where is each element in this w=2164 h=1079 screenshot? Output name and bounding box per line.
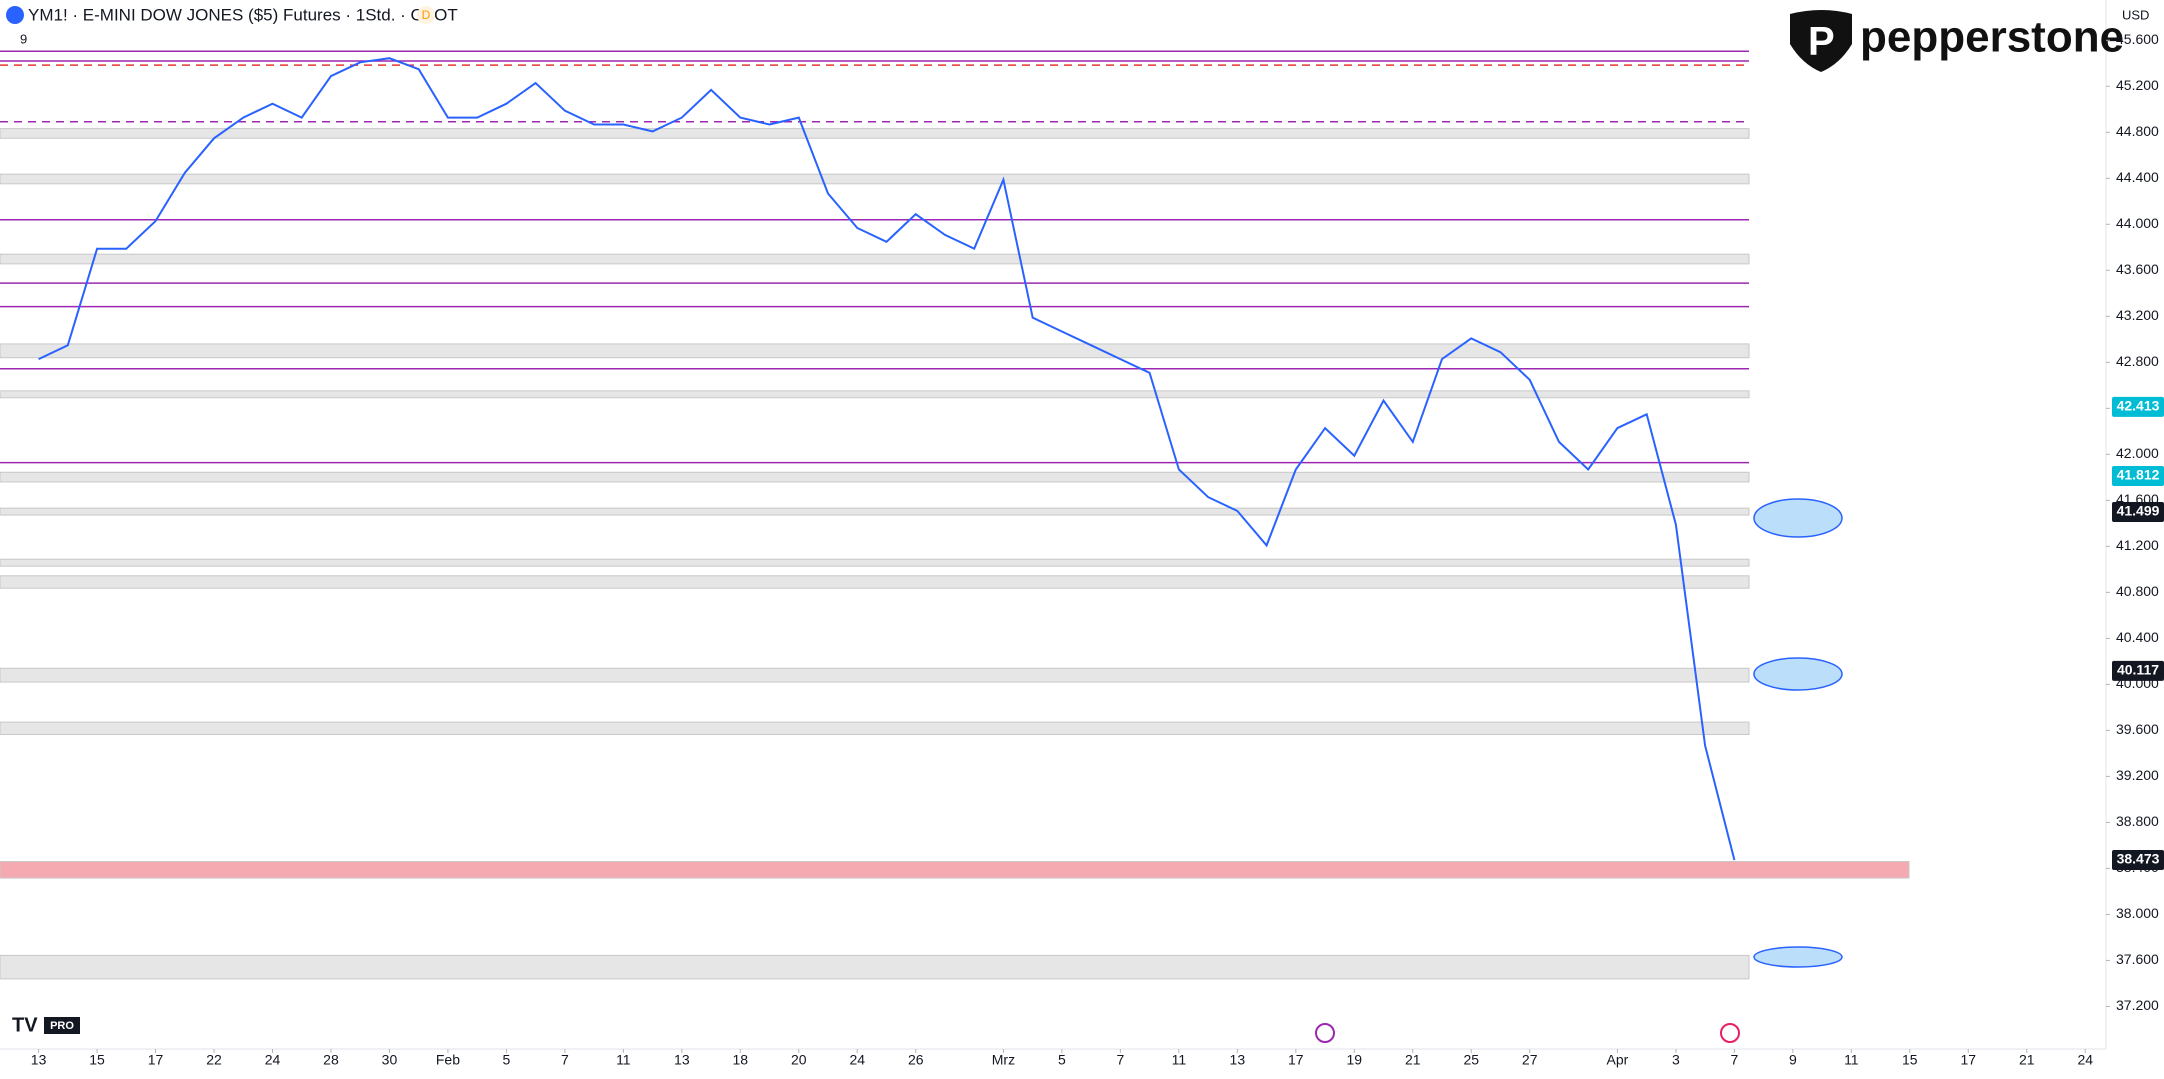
x-tick-label: 7 [1730, 1052, 1738, 1068]
y-tick-label: 43.600 [2116, 261, 2159, 277]
x-tick-label: 9 [1789, 1052, 1797, 1068]
x-tick-label: 21 [1405, 1052, 1421, 1068]
y-tick-label: 40.400 [2116, 629, 2159, 645]
x-tick-label: Mrz [992, 1052, 1015, 1068]
price-label-bg [2112, 396, 2164, 417]
zone [0, 667, 1750, 683]
target-ellipse [1753, 946, 1843, 968]
price-label-bg [2112, 465, 2164, 486]
price-label: 38.473 [2117, 851, 2160, 867]
target-ellipse [1753, 657, 1843, 691]
x-tick-label: 19 [1347, 1052, 1363, 1068]
brand: pepperstone [1860, 13, 2124, 62]
zone [0, 507, 1750, 516]
y-tick-label: 40.800 [2116, 583, 2159, 599]
y-tick-label: 37.200 [2116, 997, 2159, 1013]
zone [0, 128, 1750, 139]
y-tick-label: 43.200 [2116, 307, 2159, 323]
x-tick-label: 25 [1463, 1052, 1479, 1068]
x-tick-label: 21 [2019, 1052, 2035, 1068]
zone [0, 861, 1910, 879]
x-tick-label: 17 [1961, 1052, 1977, 1068]
x-tick-label: 27 [1522, 1052, 1538, 1068]
x-tick-label: 11 [616, 1052, 631, 1068]
x-tick-label: 22 [206, 1052, 222, 1068]
x-tick-label: Feb [436, 1052, 460, 1068]
symbol-icon [6, 6, 24, 24]
x-tick-label: 17 [1288, 1052, 1304, 1068]
x-tick-label: 24 [849, 1052, 865, 1068]
x-tick-label: 13 [31, 1052, 47, 1068]
price-label: 42.413 [2117, 398, 2160, 414]
y-tick-label: 44.400 [2116, 169, 2159, 185]
y-tick-label: 45.200 [2116, 77, 2159, 93]
pro-badge [44, 1017, 80, 1034]
x-tick-label: 11 [1172, 1052, 1187, 1068]
zone [0, 721, 1750, 736]
x-tick-label: Apr [1607, 1052, 1629, 1068]
plot [0, 50, 1910, 980]
y-tick-label: 39.200 [2116, 767, 2159, 783]
x-tick-label: 18 [733, 1052, 749, 1068]
x-tick-label: 13 [1230, 1052, 1246, 1068]
x-tick-label: 13 [674, 1052, 690, 1068]
price-label: 41.499 [2117, 503, 2160, 519]
event-icon[interactable] [1720, 1023, 1740, 1043]
target-ellipse [1753, 498, 1843, 538]
zone [0, 954, 1750, 980]
x-tick-label: 24 [265, 1052, 281, 1068]
y-tick-label: 38.800 [2116, 813, 2159, 829]
y-tick-label: 42.800 [2116, 353, 2159, 369]
zone [0, 173, 1750, 185]
y-tick-label: 41.200 [2116, 537, 2159, 553]
x-tick-label: 5 [1058, 1052, 1066, 1068]
x-tick-label: 17 [148, 1052, 164, 1068]
y-tick-label: 39.600 [2116, 721, 2159, 737]
x-tick-label: 26 [908, 1052, 924, 1068]
badge-bg [417, 6, 435, 24]
event-icon[interactable] [1315, 1023, 1335, 1043]
y-tick-label: 44.000 [2116, 215, 2159, 231]
price-label: 40.117 [2117, 662, 2159, 678]
y-tick-label: 45.600 [2116, 31, 2159, 47]
zone [0, 575, 1750, 589]
x-tick-label: 7 [561, 1052, 569, 1068]
x-tick-label: 24 [2077, 1052, 2093, 1068]
price-label-bg [2112, 660, 2164, 681]
currency: USD [2122, 7, 2149, 22]
y-tick-label: 37.600 [2116, 951, 2159, 967]
brand-icon-letter: P [1808, 20, 1835, 64]
price-label-bg [2112, 850, 2164, 871]
zone [0, 253, 1750, 265]
x-tick-label: 7 [1116, 1052, 1124, 1068]
x-tick-label: 15 [89, 1052, 105, 1068]
zone [0, 471, 1750, 483]
x-tick-label: 15 [1902, 1052, 1918, 1068]
zone [0, 558, 1750, 567]
interval-count: 9 [20, 31, 27, 46]
x-tick-label: 30 [382, 1052, 398, 1068]
price-label: 41.812 [2117, 467, 2160, 483]
brand-icon [1790, 10, 1852, 72]
y-tick-label: 38.000 [2116, 905, 2159, 921]
x-tick-label: 11 [1844, 1052, 1859, 1068]
badge: D [422, 8, 431, 22]
y-tick-label: 44.800 [2116, 123, 2159, 139]
y-tick-label: 42.000 [2116, 445, 2159, 461]
footer-logo: PRO [50, 1020, 74, 1032]
x-tick-label: 20 [791, 1052, 807, 1068]
x-tick-label: 3 [1672, 1052, 1680, 1068]
price-line [38, 57, 1736, 861]
symbol-title: YM1! · E-MINI DOW JONES ($5) Futures · 1… [28, 5, 458, 24]
tv-logo: TV [12, 1014, 38, 1036]
zone [0, 343, 1750, 359]
zone [0, 390, 1750, 399]
x-tick-label: 5 [503, 1052, 511, 1068]
x-tick-label: 28 [323, 1052, 339, 1068]
price-label-bg [2112, 501, 2164, 522]
